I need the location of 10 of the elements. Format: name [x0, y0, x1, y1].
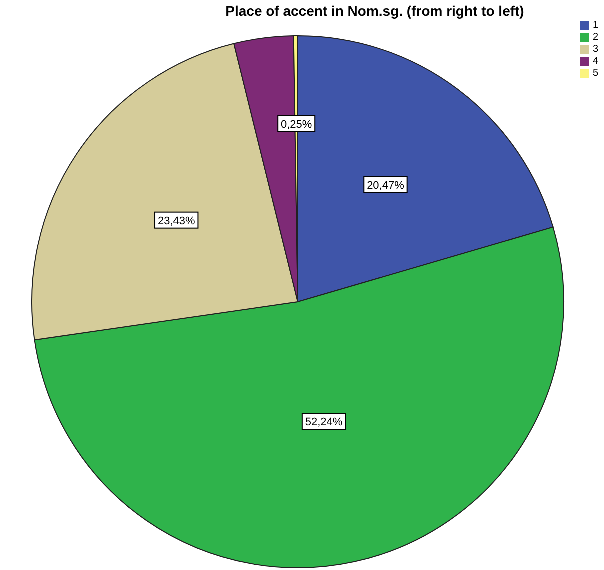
data-label: 20,47%	[367, 180, 405, 192]
data-label: 23,43%	[158, 215, 196, 228]
legend-label: 1	[593, 20, 599, 31]
legend-label: 2	[593, 32, 599, 43]
legend-label: 3	[593, 44, 599, 55]
chart-title: Place of accent in Nom.sg. (from right to left)	[226, 3, 524, 19]
legend-label: 4	[593, 56, 599, 67]
data-label: 0,25%	[281, 118, 312, 131]
data-label: 52,24%	[305, 416, 343, 429]
legend-label: 5	[593, 68, 599, 79]
